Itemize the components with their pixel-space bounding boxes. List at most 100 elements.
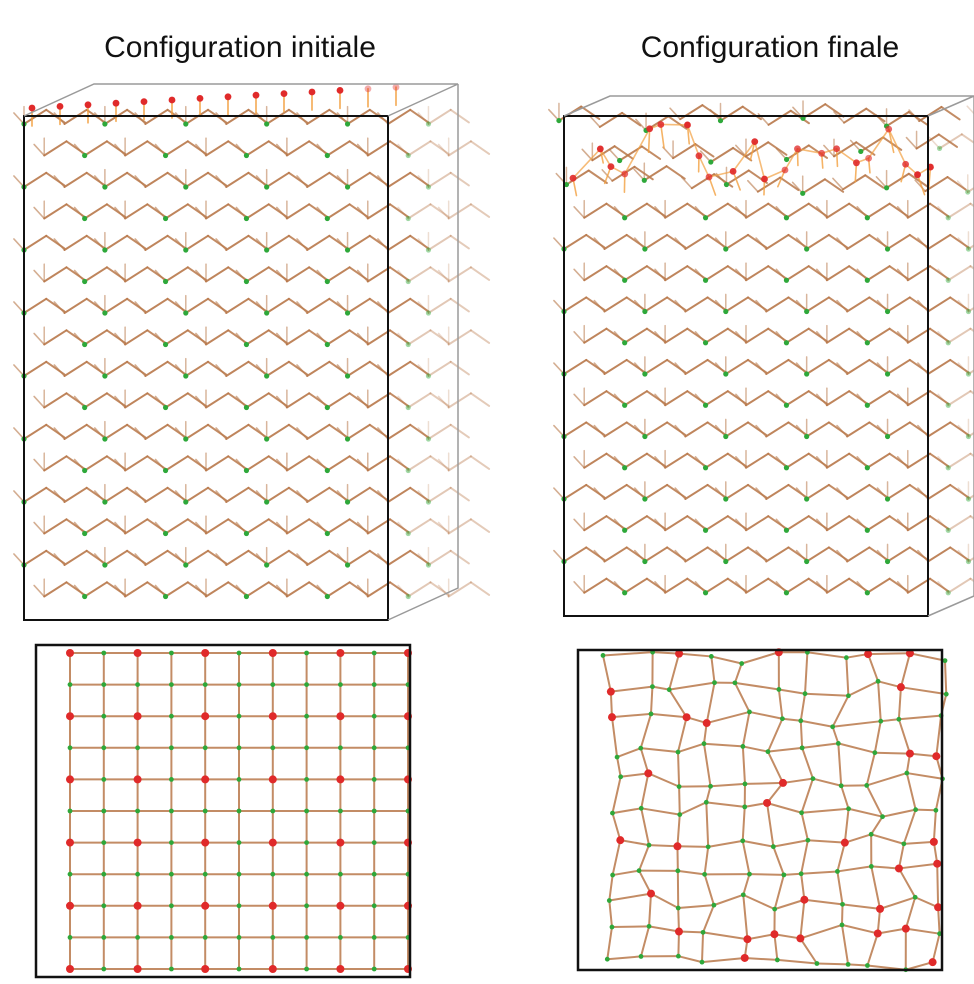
bond: [927, 233, 952, 250]
bulk-atom: [965, 308, 972, 315]
bond: [215, 427, 228, 440]
bond: [124, 518, 149, 535]
bond: [836, 487, 848, 500]
initial-3d-frame: [23, 83, 459, 621]
bulk-atom: [810, 776, 816, 782]
bond: [603, 421, 628, 438]
grid-bond: [766, 801, 803, 814]
surface-bond: [686, 124, 700, 157]
bond: [805, 546, 830, 563]
bulk-atom: [169, 966, 174, 972]
bulk-atom: [875, 678, 881, 684]
bulk-atom: [600, 653, 606, 658]
bond: [947, 577, 972, 594]
grid-bond: [602, 654, 612, 693]
bond: [885, 172, 910, 189]
grid-bond: [647, 772, 681, 788]
bond: [623, 265, 648, 282]
bond: [389, 329, 410, 344]
bulk-atom: [162, 593, 169, 600]
bond: [704, 515, 729, 532]
bulk-atom: [101, 871, 107, 877]
bond: [449, 234, 470, 250]
bond: [377, 301, 389, 314]
bulk-atom: [270, 682, 276, 687]
bond: [755, 424, 768, 438]
grid-bond: [865, 772, 908, 787]
bond: [409, 171, 430, 187]
bond: [745, 515, 770, 532]
surface-atom: [840, 838, 849, 847]
bond: [896, 393, 909, 407]
surface-bond: [647, 127, 651, 154]
bulk-atom: [883, 185, 890, 191]
bond: [724, 483, 750, 500]
bond: [409, 234, 430, 250]
bond: [285, 329, 311, 346]
bulk-atom: [740, 838, 746, 844]
bond: [195, 458, 207, 472]
bond: [956, 180, 969, 193]
bulk-atom: [405, 278, 411, 285]
bond: [654, 331, 666, 344]
bulk-atom: [805, 837, 811, 843]
bond: [265, 234, 290, 251]
bond: [469, 392, 491, 407]
bulk-atom: [965, 433, 972, 440]
bond: [724, 421, 750, 438]
bulk-atom: [765, 749, 771, 755]
bulk-atom: [371, 903, 377, 909]
bond: [184, 234, 210, 251]
bulk-atom: [800, 190, 806, 196]
bond: [285, 140, 311, 157]
bulk-atom: [338, 745, 343, 751]
bond: [245, 266, 270, 283]
initial-configuration-title: Configuration initiale: [104, 31, 376, 64]
final-top-bonds: [602, 651, 948, 971]
surface-atom: [133, 775, 142, 784]
bulk-atom: [236, 871, 242, 877]
bond: [164, 581, 189, 598]
surface-bond: [753, 140, 766, 180]
bond: [265, 171, 290, 188]
bond: [63, 549, 88, 566]
bulk-atom: [864, 277, 870, 283]
grid-bond: [799, 719, 834, 728]
bulk-atom: [82, 467, 88, 474]
bulk-atom: [783, 215, 790, 221]
bond: [407, 329, 432, 346]
bulk-atom: [101, 713, 107, 719]
grid-bond: [870, 833, 905, 845]
grid-bond: [836, 841, 846, 873]
bond: [928, 136, 941, 150]
bond: [573, 456, 586, 469]
bond: [593, 362, 606, 375]
bulk-atom: [304, 808, 309, 814]
bond: [387, 423, 412, 440]
bulk-atom: [264, 499, 270, 505]
bulk-atom: [675, 868, 681, 874]
bond: [205, 518, 230, 535]
bulk-atom: [344, 499, 351, 505]
grid-bond: [800, 870, 839, 875]
bulk-atom: [666, 687, 672, 693]
grid-bond: [776, 958, 818, 965]
bond: [859, 136, 885, 153]
bulk-atom: [236, 935, 242, 940]
bond: [134, 112, 147, 125]
bulk-atom: [183, 121, 189, 127]
bond: [563, 483, 588, 500]
grid-bond: [609, 685, 654, 693]
bond: [225, 423, 250, 440]
grid-bond: [843, 807, 850, 844]
bond: [469, 455, 491, 470]
bulk-atom: [169, 713, 174, 719]
bond: [449, 549, 470, 565]
bond: [643, 165, 668, 182]
grid-bond: [702, 742, 744, 748]
bond: [815, 331, 828, 344]
bulk-atom: [344, 310, 351, 316]
bulk-atom: [622, 465, 628, 471]
bond: [114, 332, 126, 346]
